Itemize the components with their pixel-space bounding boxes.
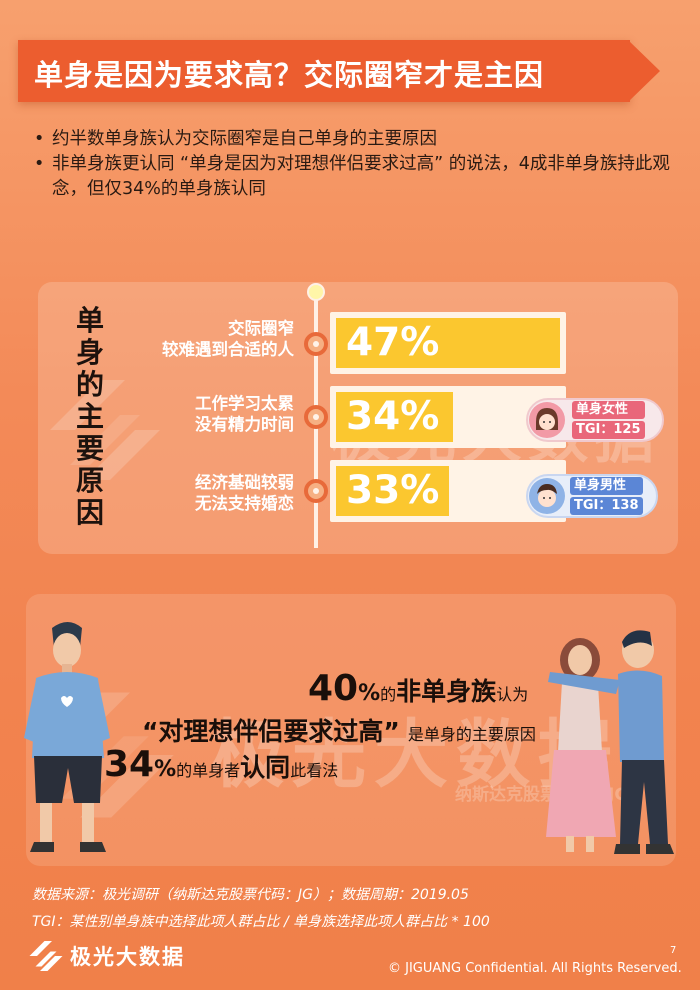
watermark-brand: 极光大数据: [210, 712, 620, 798]
timeline-node: [304, 479, 328, 503]
copyright: © JIGUANG Confidential. All Rights Reser…: [388, 961, 682, 976]
reason-label: 工作学习太累 没有精力时间: [195, 394, 294, 434]
female-avatar-icon: [529, 402, 565, 438]
male-avatar-icon: [529, 478, 565, 514]
timeline-node: [304, 405, 328, 429]
bar-47: [336, 318, 560, 368]
timeline-start-dot: [307, 283, 325, 301]
bar-value-label: 34%: [346, 394, 440, 439]
quote-line: “对理想伴侣要求过高” 是单身的主要原因: [142, 717, 536, 746]
tgi-note: TGI：某性别单身族中选择此项人群占比 / 单身族选择此项人群占比 * 100: [32, 914, 490, 930]
bar-value-label: 33%: [346, 468, 440, 513]
stat-single: 34%的单身者认同此看法: [104, 744, 339, 785]
jiguang-logo-icon: [29, 941, 63, 971]
reasons-title: 单身的主要原因: [75, 304, 104, 529]
watermark-logo-icon: [50, 380, 160, 480]
title-banner-arrow: [628, 40, 660, 102]
tgi-female-text: 单身女性 TGI：125: [572, 401, 645, 439]
summary-bullets: 约半数单身族认为交际圈窄是自己单身的主要原因 非单身族更认同 “单身是因为对理想…: [32, 127, 672, 202]
bullet-item: 非单身族更认同 “单身是因为对理想伴侣要求过高” 的说法，4成非单身族持此观念，…: [32, 152, 672, 202]
bullet-item: 约半数单身族认为交际圈窄是自己单身的主要原因: [32, 127, 672, 152]
bar-value-label: 47%: [346, 320, 440, 365]
single-man-illustration: [24, 622, 110, 852]
stat-non-single: 40%的非单身族认为: [308, 668, 529, 709]
tgi-male-text: 单身男性 TGI：138: [570, 477, 643, 515]
page-number: 7: [670, 945, 677, 956]
reason-label: 经济基础较弱 无法支持婚恋: [195, 473, 294, 513]
couple-illustration: [546, 630, 674, 854]
page-title: 单身是因为要求高？交际圈窄才是主因: [34, 58, 545, 92]
title-banner: [18, 40, 630, 102]
bar-34: [336, 392, 453, 442]
bar-33: [336, 466, 449, 516]
timeline-node: [304, 332, 328, 356]
data-source: 数据来源：极光调研（纳斯达克股票代码：JG）；数据周期：2019.05: [32, 887, 469, 903]
reason-label: 交际圈窄 较难遇到合适的人: [162, 319, 294, 359]
logo-text: 极光大数据: [70, 945, 185, 969]
